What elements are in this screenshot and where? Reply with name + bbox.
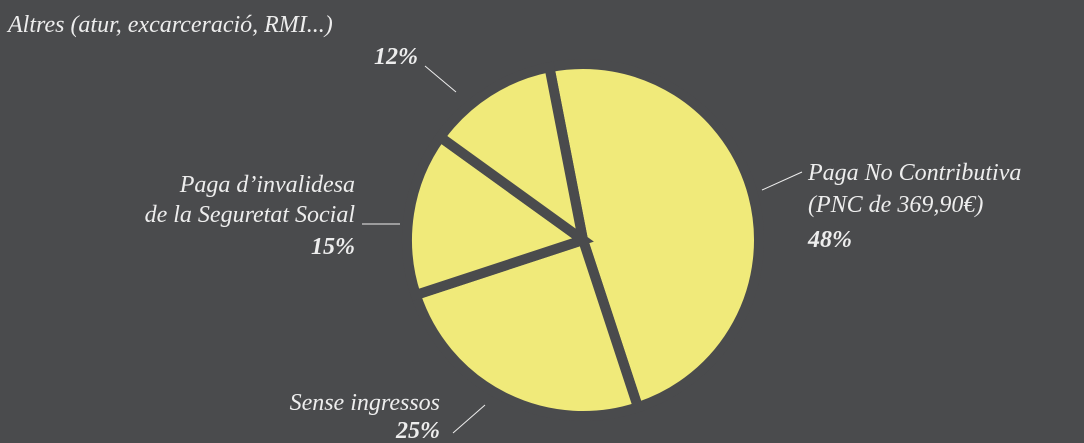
pie-slice (402, 130, 594, 302)
slice-value-label: 48% (807, 227, 852, 253)
slice-label: (PNC de 369,90€) (808, 192, 983, 218)
slice-label: Altres (atur, excarceració, RMI...) (6, 12, 333, 38)
slice-value-label: 12% (374, 44, 418, 70)
leader-line (452, 404, 486, 434)
pie-slice (409, 233, 645, 421)
slice-label: Paga d’invalidesa (179, 172, 355, 198)
slice-value-label: 25% (395, 418, 440, 443)
slice-label: Sense ingressos (290, 390, 440, 416)
slice-label: de la Seguretat Social (145, 202, 356, 228)
leader-line (424, 65, 457, 93)
pie-slice (433, 61, 591, 252)
slice-label: Paga No Contributiva (807, 160, 1021, 186)
pie-slice (543, 59, 764, 414)
leader-line (761, 171, 803, 191)
slice-value-label: 15% (311, 234, 355, 260)
